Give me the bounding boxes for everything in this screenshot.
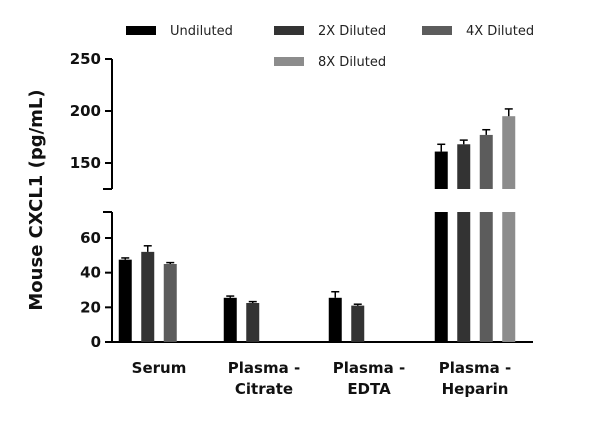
legend-label: 4X Diluted — [466, 24, 534, 39]
x-category-label: Heparin — [442, 380, 509, 398]
legend: Undiluted 2X Diluted 4X Diluted 8X Diluted — [126, 24, 534, 70]
bar-break-gap — [501, 189, 517, 212]
bar — [223, 297, 237, 342]
x-category-label: Plasma - — [333, 359, 405, 377]
y-tick-label: 200 — [70, 102, 101, 120]
bar — [351, 305, 365, 342]
x-category-label: Citrate — [235, 380, 293, 398]
y-tick-label: 40 — [80, 264, 101, 282]
bar-break-gap — [433, 189, 449, 212]
x-axis-labels: Serum Plasma - Citrate Plasma - EDTA Plasma -… — [132, 359, 512, 398]
x-category-label: EDTA — [347, 380, 391, 398]
x-category-label: Plasma - — [228, 359, 300, 377]
bar — [502, 116, 516, 342]
legend-swatch — [274, 26, 304, 35]
legend-label: Undiluted — [170, 24, 233, 39]
bar-break-gap — [478, 189, 494, 212]
bar — [246, 303, 260, 342]
legend-swatch — [274, 57, 304, 66]
bar — [434, 151, 448, 342]
legend-swatch — [126, 26, 156, 35]
bar — [163, 264, 177, 342]
legend-label: 2X Diluted — [318, 24, 386, 39]
bars — [118, 108, 517, 342]
y-tick-label: 20 — [80, 298, 101, 316]
axes: 0 20 40 60 150 200 250 — [70, 50, 533, 351]
x-category-label: Plasma - — [439, 359, 511, 377]
y-tick-label: 150 — [70, 154, 101, 172]
bar — [457, 144, 471, 342]
y-tick-label: 250 — [70, 50, 101, 68]
legend-swatch — [422, 26, 452, 35]
y-tick-label: 60 — [80, 229, 101, 247]
y-tick-label: 0 — [91, 333, 101, 351]
bar — [141, 251, 155, 342]
legend-label: 8X Diluted — [318, 55, 386, 70]
bar — [479, 134, 493, 342]
bar — [328, 297, 342, 342]
bar — [118, 259, 132, 342]
x-category-label: Serum — [132, 359, 187, 377]
bar-break-gap — [456, 189, 472, 212]
y-axis-label: Mouse CXCL1 (pg/mL) — [26, 89, 47, 310]
